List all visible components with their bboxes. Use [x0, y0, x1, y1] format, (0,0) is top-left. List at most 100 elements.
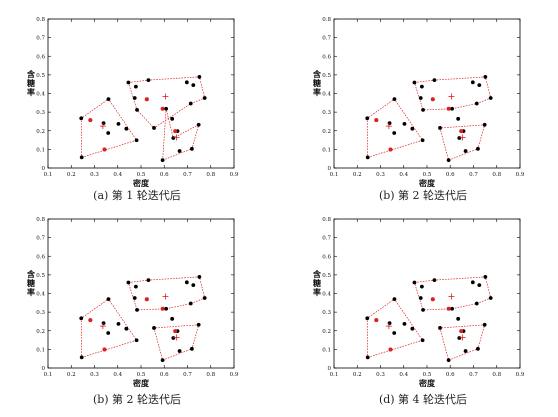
data-point — [190, 346, 194, 351]
data-point — [101, 121, 106, 126]
plot-frame — [333, 18, 521, 169]
data-point — [412, 280, 417, 285]
data-point — [133, 284, 138, 289]
x-axis-label: 密度 — [418, 378, 436, 388]
data-point — [421, 307, 425, 312]
data-point — [135, 307, 139, 312]
y-tick-label: 0 — [328, 166, 332, 172]
prototype-point — [446, 106, 451, 111]
data-point — [152, 326, 156, 330]
data-point — [420, 338, 425, 343]
x-tick-label: 0.4 — [113, 372, 122, 378]
x-tick-label: 0.4 — [113, 172, 122, 178]
prototype-point — [88, 118, 93, 123]
caption-panel-d: (d) 第 4 轮迭代后 — [378, 393, 468, 406]
x-tick-label: 0.4 — [399, 172, 408, 178]
chart-panel: 0.1 0.2 0.3 0.4 0.5 0.6 0.7 0.8 0.900.10.20.30.4… — [27, 17, 239, 188]
y-tick-label: 0.4 — [322, 292, 331, 298]
data-point — [126, 80, 131, 85]
data-point — [482, 322, 487, 327]
y-tick-label: 0.7 — [322, 36, 331, 42]
data-point — [133, 84, 138, 89]
y-tick-label: 0.3 — [322, 110, 331, 116]
data-point — [116, 121, 121, 126]
y-axis-label-char: 糖 — [313, 278, 321, 288]
data-point — [463, 349, 468, 353]
chart-panel: 0.1 0.2 0.3 0.4 0.5 0.6 0.7 0.8 0.900.10.20.30.4… — [27, 217, 239, 388]
prototype-point — [160, 106, 165, 111]
y-tick-label: 0.4 — [36, 92, 45, 98]
data-point — [202, 96, 207, 100]
y-tick-label: 0 — [42, 166, 46, 172]
cluster-boundary — [127, 276, 206, 311]
prototype-point — [173, 329, 178, 334]
data-point — [410, 126, 415, 131]
data-point — [188, 301, 193, 306]
y-tick-label: 0.8 — [36, 217, 45, 223]
x-axis-label: 密度 — [132, 378, 150, 388]
caption-panel-b: (b) 第 2 轮迭代后 — [378, 189, 468, 202]
x-tick-label: 0.6 — [160, 172, 169, 178]
y-axis-label-char: 率 — [313, 287, 321, 297]
data-point — [177, 149, 182, 153]
y-axis-label: 含糖率 — [313, 269, 322, 297]
data-point — [387, 121, 392, 126]
chart-panel: 0.1 0.2 0.3 0.4 0.5 0.6 0.7 0.8 0.900.10.20.30.4… — [313, 17, 525, 188]
data-point — [410, 326, 415, 331]
data-point — [477, 283, 482, 288]
y-tick-label: 0.6 — [36, 54, 45, 60]
data-point — [132, 96, 137, 100]
data-point — [420, 138, 425, 143]
data-point — [438, 326, 442, 330]
data-point — [106, 97, 111, 101]
data-point — [365, 155, 370, 160]
cluster-boundary — [413, 276, 492, 311]
data-point — [171, 136, 176, 140]
data-point — [476, 146, 480, 151]
y-axis-label: 含糖率 — [27, 69, 36, 97]
data-point — [134, 338, 139, 343]
prototype-point — [88, 318, 93, 323]
x-tick-label: 0.9 — [516, 372, 525, 378]
data-point — [79, 116, 84, 121]
data-point — [106, 331, 111, 335]
y-tick-label: 0.4 — [36, 292, 45, 298]
y-axis-label-char: 含 — [27, 69, 36, 79]
x-tick-label: 0.7 — [469, 172, 478, 178]
data-point — [79, 355, 84, 360]
data-point — [170, 116, 175, 121]
plot-frame — [333, 218, 521, 369]
data-point — [132, 296, 137, 300]
data-point — [474, 301, 479, 306]
x-tick-label: 0.3 — [90, 172, 99, 178]
prototype-point — [430, 297, 435, 302]
y-tick-label: 0.5 — [322, 73, 331, 79]
cluster-boundary — [162, 108, 200, 161]
data-point — [482, 122, 487, 127]
x-tick-label: 0.2 — [353, 372, 362, 378]
data-point — [432, 78, 437, 82]
data-point — [146, 278, 151, 282]
prototype-point — [388, 147, 393, 152]
data-point — [419, 84, 424, 89]
data-point — [365, 355, 370, 360]
prototype-point — [144, 297, 149, 302]
y-axis-label-char: 率 — [27, 87, 35, 97]
data-point — [196, 322, 201, 327]
y-axis-label-char: 含 — [27, 269, 36, 279]
data-point — [177, 349, 182, 353]
data-point — [476, 346, 480, 351]
y-axis-label-char: 率 — [27, 287, 35, 297]
data-point — [170, 316, 175, 321]
x-tick-label: 0.2 — [353, 172, 362, 178]
y-tick-label: 0.4 — [322, 92, 331, 98]
y-axis-label-char: 含 — [313, 269, 322, 279]
data-point — [446, 158, 451, 163]
x-tick-label: 0.3 — [376, 172, 385, 178]
data-point — [450, 306, 455, 311]
data-point — [191, 83, 196, 88]
data-point — [392, 331, 397, 335]
data-point — [483, 275, 488, 279]
x-tick-label: 0.1 — [44, 372, 53, 378]
